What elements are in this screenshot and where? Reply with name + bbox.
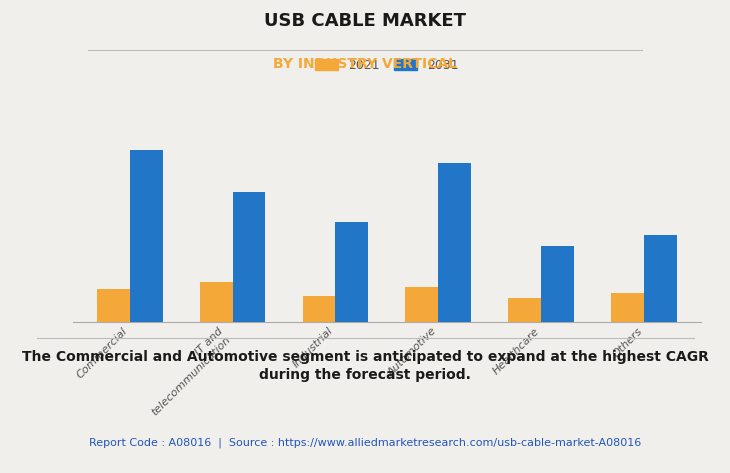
Bar bbox=[336, 222, 369, 322]
Bar bbox=[405, 287, 438, 322]
Bar bbox=[508, 298, 541, 322]
Bar bbox=[130, 150, 163, 322]
Bar bbox=[199, 282, 233, 322]
Text: The Commercial and Automotive segment is anticipated to expand at the highest CA: The Commercial and Automotive segment is… bbox=[22, 350, 708, 382]
Bar bbox=[302, 297, 336, 322]
Text: BY INDUSTRY VERTICAL: BY INDUSTRY VERTICAL bbox=[273, 57, 457, 71]
Bar bbox=[233, 192, 266, 322]
Bar bbox=[611, 293, 644, 322]
Legend: 2021, 2031: 2021, 2031 bbox=[310, 54, 464, 77]
Bar bbox=[96, 289, 130, 322]
Text: Report Code : A08016  |  Source : https://www.alliedmarketresearch.com/usb-cable: Report Code : A08016 | Source : https://… bbox=[89, 438, 641, 448]
Bar bbox=[438, 163, 472, 322]
Text: USB CABLE MARKET: USB CABLE MARKET bbox=[264, 12, 466, 30]
Bar bbox=[644, 235, 677, 322]
Bar bbox=[541, 246, 575, 322]
